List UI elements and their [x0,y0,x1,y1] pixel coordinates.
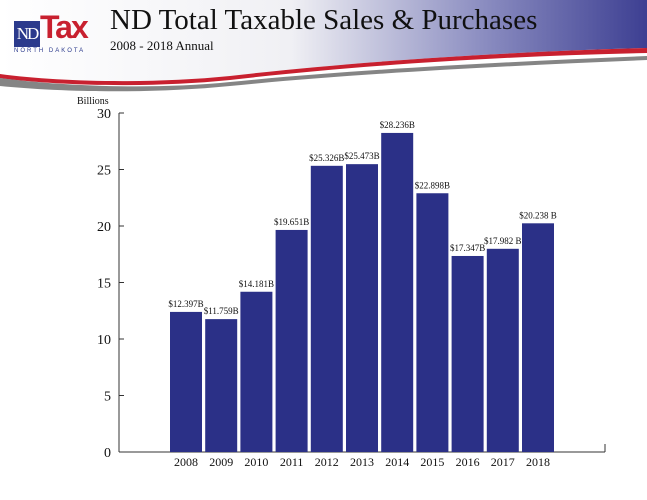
bar-2017 [486,248,519,452]
bar-2008 [170,311,202,452]
x-tick-label: 2009 [209,455,233,469]
bar-chart: Billions 0 5 10 15 20 25 30 $12.397B 2008 $11.759B… [77,96,606,469]
x-tick-label: 2008 [174,455,198,469]
x-tick-label: 2016 [456,455,480,469]
y-tick-label: 0 [104,446,111,461]
y-axis-label: Billions [77,96,109,107]
logo-nd: ND [14,21,40,47]
x-tick-label: 2014 [385,455,409,469]
x-tick-label: 2012 [315,455,339,469]
x-tick-label: 2018 [526,455,550,469]
data-label: $20.238 B [519,210,557,220]
data-label: $17.347B [450,243,485,253]
bar-2011 [275,229,308,452]
data-label: $19.651B [274,217,309,227]
data-label: $25.473B [344,151,379,161]
data-label: $12.397B [168,299,203,309]
y-tick-label: 10 [97,333,111,348]
bar-2013 [346,164,378,453]
bar-2010 [240,291,273,452]
bar-2014 [381,132,414,452]
data-label: $28.236B [380,120,415,130]
banner-gradient [0,0,647,82]
page-title: ND Total Taxable Sales & Purchases [110,4,538,36]
y-tick-label: 20 [97,220,111,235]
banner-shadow-swoosh [0,56,647,92]
x-tick-label: 2017 [491,455,515,469]
bar-2009 [205,319,238,452]
logo-tax: Tax [40,9,89,45]
y-tick-label: 15 [97,277,111,292]
bar-2015 [416,193,449,452]
logo-subtitle: NORTH DAKOTA [14,48,86,54]
bar-2016 [451,255,484,452]
data-label: $11.759B [204,306,239,316]
x-tick-label: 2013 [350,455,374,469]
y-tick-label: 5 [104,390,111,405]
bar-2012 [310,165,343,452]
page-subtitle: 2008 - 2018 Annual [110,38,214,53]
y-tick-label: 25 [97,164,111,179]
bar-2018 [522,223,554,452]
x-tick-label: 2010 [244,455,268,469]
data-label: $22.898B [415,180,450,190]
y-tick-label: 30 [97,107,111,122]
data-label: $17.982 B [484,236,522,246]
x-tick-label: 2015 [420,455,444,469]
data-label: $25.326B [309,153,344,163]
x-tick-label: 2011 [280,455,304,469]
data-label: $14.181B [239,279,274,289]
banner-red-swoosh [0,48,647,86]
